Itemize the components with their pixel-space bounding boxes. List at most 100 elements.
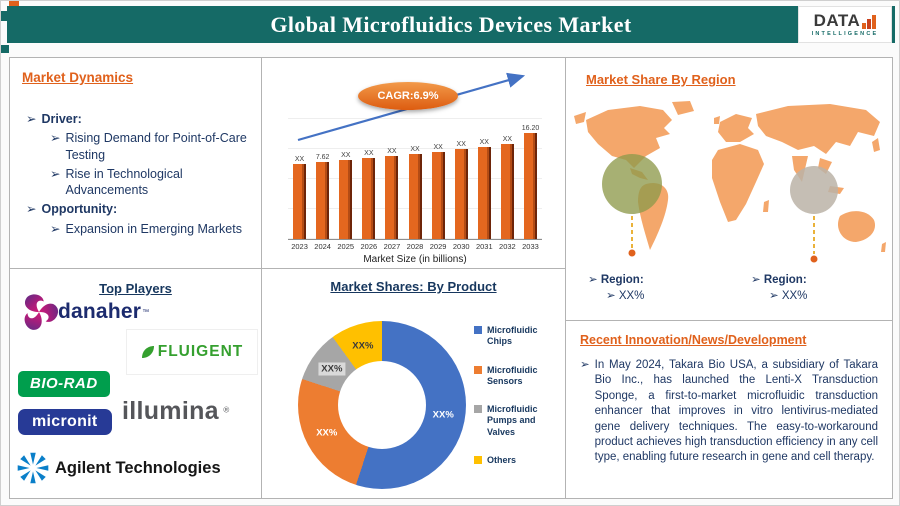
illumina-wordmark: illumina: [122, 397, 219, 425]
arrow-bullet-icon: ➢: [751, 274, 764, 286]
logo-subtitle-text: INTELLIGENCE: [811, 31, 879, 37]
bar-column-2031: XX: [473, 116, 496, 239]
dynamics-item: ➢ Rise in Technological Advancements: [50, 166, 255, 199]
bar-chart: XX 7.62 XX XX XX XX XX XX XX XX 16.20: [288, 116, 542, 239]
leaf-icon: [141, 346, 154, 358]
dynamics-item-text: Opportunity:: [41, 202, 118, 217]
donut-slice-label: XX%: [318, 362, 346, 376]
bar: [454, 149, 468, 239]
legend-label: Microfluidic Sensors: [487, 364, 538, 386]
legend-swatch: [474, 365, 482, 374]
bar-column-2032: XX: [496, 116, 519, 239]
biorad-wordmark: BIO-RAD: [30, 375, 98, 392]
starburst-icon: [17, 452, 49, 484]
illumina-logo: illumina ®: [122, 397, 229, 426]
x-tick-label: 2024: [314, 242, 331, 251]
agilent-logo: Agilent Technologies: [16, 451, 221, 485]
bar-value-label: XX: [364, 150, 374, 157]
region-label: Region:: [600, 274, 644, 286]
dynamics-item-text: Rising Demand for Point-of-Care Testing: [65, 131, 247, 162]
logo-brand-text: DATA: [813, 11, 861, 30]
market-dynamics-list: ➢ Driver: ➢ Rising Demand for Point-of-Care…: [26, 111, 253, 237]
bar-column-2030: XX: [450, 116, 473, 239]
legend-item: Microfluidic Sensors: [474, 365, 562, 388]
logo-row: DATA: [814, 12, 877, 29]
market-size-chart-panel: XX 7.62 XX XX XX XX XX XX XX XX 16.20 2023 2024 2025…: [261, 57, 566, 269]
bar-value-label: XX: [433, 144, 443, 151]
bar-value-label: XX: [387, 148, 397, 155]
bar: [293, 164, 307, 239]
legend-label: Microfluidic Pumps and Valves: [487, 404, 538, 437]
dynamics-item: ➢ Expansion in Emerging Markets: [50, 221, 255, 237]
arrow-bullet-icon: ➢: [26, 202, 37, 217]
region-pin-dot-1: [628, 249, 636, 257]
bar: [316, 162, 330, 239]
bar-chart-xlabel: Market Size (in billions): [363, 254, 467, 265]
legend-label: Others: [487, 454, 517, 465]
x-tick-label: 2027: [383, 242, 401, 251]
donut-slice-label: XX%: [349, 339, 377, 353]
continents: [574, 101, 886, 252]
legend-swatch: [474, 405, 482, 413]
region-pin-dot-2: [810, 255, 818, 263]
bar-value-label: XX: [456, 141, 466, 148]
danaher-logo: danaher ™: [20, 293, 149, 331]
news-heading: Recent Innovation/News/Development: [580, 333, 807, 347]
x-tick-label: 2029: [429, 242, 447, 251]
dynamics-item: ➢ Opportunity:: [26, 201, 253, 217]
market-dynamics-heading: Market Dynamics: [22, 70, 134, 85]
bar: [477, 147, 491, 239]
bar-column-2029: XX: [427, 116, 450, 239]
region-share-labels: ➢ Region: ➢ XX% ➢ Region: ➢ XX%: [566, 272, 892, 302]
bar-value-label: XX: [479, 139, 489, 146]
arrow-bullet-icon: ➢: [50, 221, 61, 236]
arrow-bullet-icon: ➢: [769, 290, 782, 302]
x-axis-line: [288, 239, 542, 240]
news-body: ➢ In May 2024, Takara Bio USA, a subsidi…: [580, 358, 878, 466]
bar: [385, 156, 399, 239]
dynamics-item-text: Rise in Technological Advancements: [65, 166, 183, 197]
fluigent-wordmark: FLUIGENT: [157, 343, 244, 360]
bar-column-2025: XX: [334, 116, 357, 239]
cagr-badge: CAGR:6.9%: [358, 82, 458, 110]
arrow-bullet-icon: ➢: [606, 290, 619, 302]
product-share-heading: Market Shares: By Product: [330, 279, 497, 294]
legend-item: Microfluidic Chips: [474, 325, 562, 348]
arrow-bullet-icon: ➢: [50, 131, 61, 146]
bar-value-label: XX: [294, 156, 305, 163]
bar-column-2028: XX: [403, 116, 426, 239]
bar: [500, 144, 514, 239]
bar: [523, 133, 537, 239]
news-panel: Recent Innovation/News/Development ➢ In …: [565, 320, 893, 499]
donut-ring: [298, 321, 466, 489]
bar: [431, 152, 445, 239]
bar: [362, 158, 376, 239]
biorad-logo: BIO-RAD: [18, 371, 110, 397]
region-value: XX%: [781, 290, 808, 302]
dynamics-item-text: Driver:: [41, 112, 82, 126]
region-highlight-circle-1: [602, 154, 662, 214]
region-highlight-circle-2: [790, 166, 838, 214]
corner-square-teal: [1, 11, 11, 21]
bar-column-2026: XX: [357, 116, 380, 239]
bar: [339, 160, 353, 239]
danaher-wordmark: danaher: [58, 300, 142, 323]
micronit-wordmark: micronit: [32, 413, 98, 430]
data-intelligence-logo: DATA INTELLIGENCE: [798, 6, 892, 43]
bar-column-2023: XX: [288, 116, 311, 239]
edge-square-teal: [1, 45, 9, 53]
x-tick-label: 2026: [360, 242, 378, 251]
legend-item: Microfluidic Pumps and Valves: [474, 404, 562, 438]
region-value: XX%: [618, 290, 645, 302]
bar-value-label: 7.62: [315, 154, 330, 161]
x-tick-label: 2033: [522, 242, 539, 251]
arrow-bullet-icon: ➢: [26, 112, 37, 126]
donut-legend: Microfluidic Chips Microfluidic Sensors Mi…: [474, 325, 562, 466]
world-map: [574, 101, 886, 263]
top-players-heading: Top Players: [99, 281, 172, 296]
dynamics-item: ➢ Driver:: [26, 111, 253, 127]
arrow-bullet-icon: ➢: [580, 359, 590, 371]
bar-value-label: XX: [502, 136, 513, 143]
region-label: Region:: [763, 274, 807, 286]
